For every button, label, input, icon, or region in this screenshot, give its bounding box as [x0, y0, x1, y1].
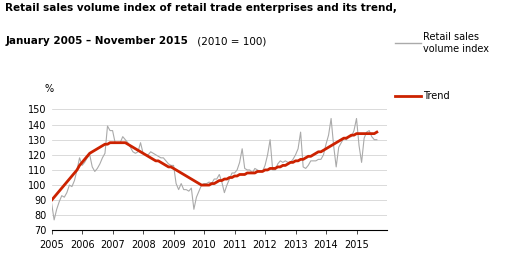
Text: Retail sales volume index of retail trade enterprises and its trend,: Retail sales volume index of retail trad…: [5, 3, 397, 13]
Text: January 2005 – November 2015: January 2005 – November 2015: [5, 36, 188, 46]
Text: Retail sales
volume index: Retail sales volume index: [423, 32, 489, 54]
Text: %: %: [45, 84, 54, 94]
Text: Trend: Trend: [423, 91, 450, 102]
Text: (2010 = 100): (2010 = 100): [194, 36, 266, 46]
